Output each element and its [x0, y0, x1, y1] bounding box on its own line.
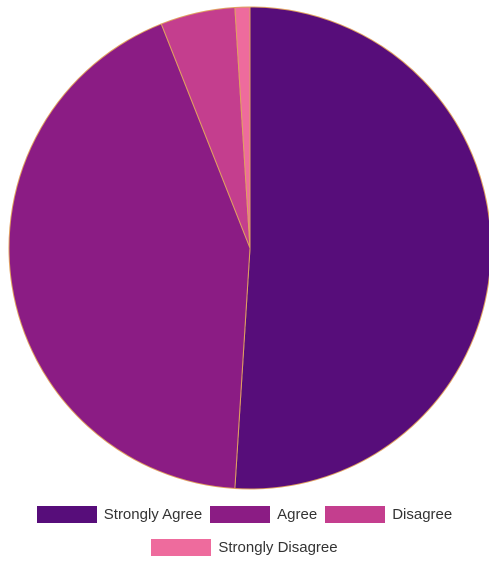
legend-label-strongly-disagree: Strongly Disagree — [218, 539, 338, 556]
legend-swatch-disagree — [325, 506, 386, 523]
pie-chart — [8, 6, 489, 490]
pie-slice-strongly-agree[interactable] — [234, 6, 489, 490]
legend-item-strongly-agree[interactable]: Strongly Agree — [36, 506, 203, 523]
legend-item-agree[interactable]: Agree — [210, 506, 317, 523]
legend-item-disagree[interactable]: Disagree — [325, 506, 452, 523]
legend-swatch-agree — [210, 506, 271, 523]
pie-slice-agree[interactable] — [8, 23, 251, 490]
legend-label-disagree: Disagree — [392, 506, 453, 523]
legend-row-1: Strongly Agree Agree Disagree — [0, 506, 489, 523]
legend-label-strongly-agree: Strongly Agree — [103, 506, 203, 523]
pie-slice-strongly-disagree[interactable] — [234, 6, 251, 249]
legend-swatch-strongly-agree — [36, 506, 97, 523]
legend-label-agree: Agree — [277, 506, 318, 523]
legend-item-strongly-disagree[interactable]: Strongly Disagree — [151, 539, 338, 556]
pie-chart-svg — [8, 6, 489, 490]
chart-legend: Strongly Agree Agree Disagree Strongly D… — [0, 502, 489, 563]
legend-swatch-strongly-disagree — [151, 539, 212, 556]
legend-row-2: Strongly Disagree — [0, 539, 489, 556]
